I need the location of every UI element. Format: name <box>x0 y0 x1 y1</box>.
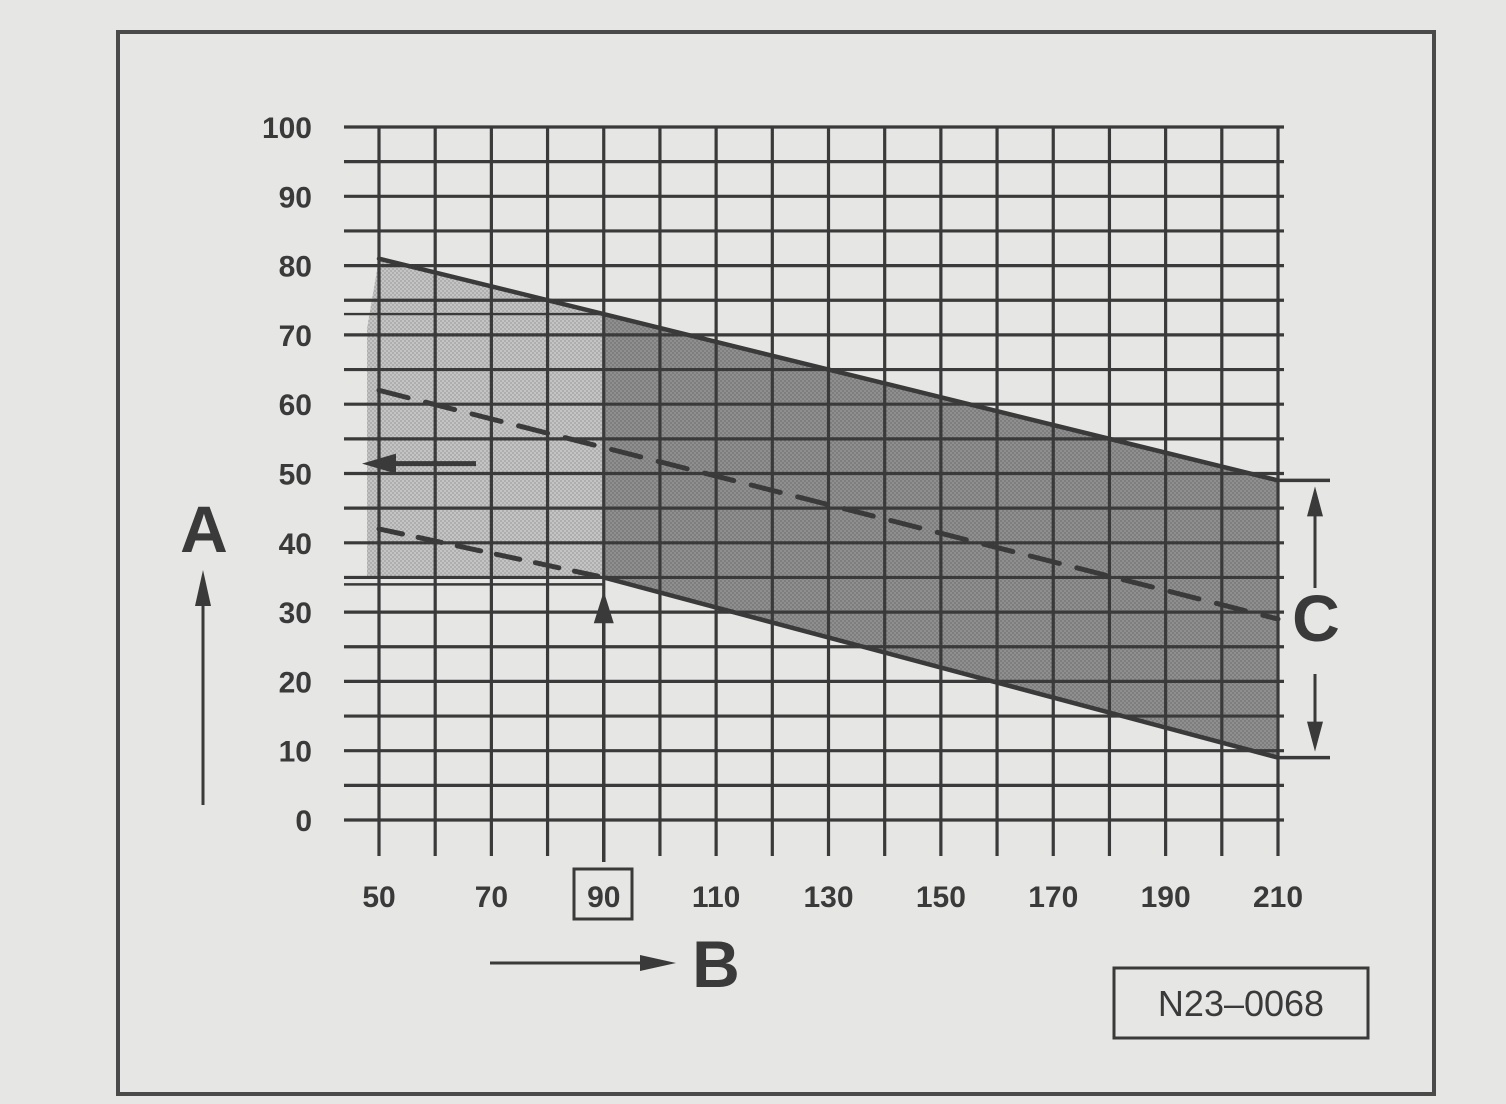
y-tick-label: 90 <box>279 181 312 214</box>
y-axis-letter: A <box>180 492 228 566</box>
x-tick-label: 70 <box>475 881 508 914</box>
band-dimension-bottom-head <box>1307 721 1323 752</box>
band-dimension-top-head <box>1307 486 1323 517</box>
band-label: C <box>1292 581 1340 655</box>
y-tick-label: 10 <box>279 736 312 769</box>
reading-arrow-up-head <box>593 591 614 624</box>
x-axis-arrow-head <box>640 955 676 971</box>
y-tick-label: 70 <box>279 320 312 353</box>
x-tick-label: 170 <box>1028 881 1078 914</box>
dashed-line-upper <box>376 387 1281 622</box>
reference-code: N23–0068 <box>1158 983 1324 1024</box>
upper-limit-line <box>376 256 1281 483</box>
reading-arrow-left-head <box>362 453 396 474</box>
x-tick-label: 150 <box>916 881 966 914</box>
y-tick-label: 40 <box>279 528 312 561</box>
y-tick-label: 50 <box>279 459 312 492</box>
x-tick-label: 130 <box>803 881 853 914</box>
figure-frame <box>116 30 1436 1096</box>
x-tick-label: 110 <box>692 881 740 914</box>
x-tick-label: 90 <box>587 881 620 914</box>
y-tick-label: 0 <box>295 805 312 838</box>
y-tick-label: 30 <box>279 597 312 630</box>
y-axis-arrow-head <box>195 570 211 606</box>
x-tick-label: 50 <box>362 881 395 914</box>
tick-labels: 0 10 20 30 40 50 60 70 80 90 100 50 70 90 110 130 150 170… <box>262 112 1303 914</box>
y-tick-label: 60 <box>279 389 312 422</box>
x-axis-letter: B <box>692 927 740 1001</box>
y-tick-label: 100 <box>262 112 312 145</box>
highlighted-x-box <box>572 867 634 921</box>
reference-box <box>1112 966 1370 1040</box>
x-tick-label: 190 <box>1141 881 1191 914</box>
y-tick-label: 80 <box>279 251 312 284</box>
grid <box>344 125 1284 856</box>
x-tick-label: 210 <box>1253 881 1303 914</box>
series-lines <box>376 256 1281 760</box>
y-tick-label: 20 <box>279 666 312 699</box>
lower-limit-line <box>601 575 1281 760</box>
annotations <box>362 453 1330 862</box>
dashed-line-lower <box>376 526 607 580</box>
